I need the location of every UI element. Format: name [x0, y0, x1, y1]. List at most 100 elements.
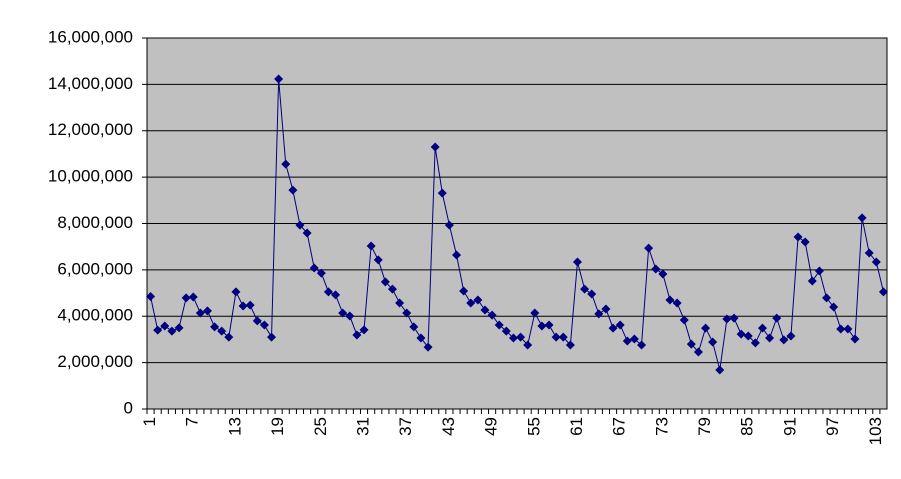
- data-point: [366, 241, 376, 251]
- data-point: [466, 298, 476, 308]
- x-tick-label: 25: [311, 417, 330, 436]
- y-tick-label: 14,000,000: [48, 74, 133, 93]
- y-tick-label: 16,000,000: [48, 27, 133, 46]
- y-tick-label: 12,000,000: [48, 120, 133, 139]
- data-point: [722, 314, 732, 324]
- data-point: [551, 332, 561, 342]
- data-point: [309, 263, 319, 273]
- data-point: [146, 292, 156, 302]
- data-point: [153, 325, 163, 335]
- y-tick-label: 8,000,000: [57, 213, 133, 232]
- data-point: [565, 340, 575, 350]
- x-tick-label: 85: [738, 417, 757, 436]
- data-point: [210, 322, 220, 332]
- data-point: [459, 286, 469, 296]
- data-point: [665, 295, 675, 305]
- data-point: [750, 338, 760, 348]
- data-point: [267, 332, 277, 342]
- data-point: [558, 332, 568, 342]
- data-point: [786, 331, 796, 341]
- data-point: [701, 323, 711, 333]
- data-point: [658, 269, 668, 279]
- x-tick-label: 55: [524, 417, 543, 436]
- data-point: [437, 188, 447, 198]
- data-point: [480, 305, 490, 315]
- data-point: [622, 336, 632, 346]
- data-point: [288, 185, 298, 195]
- data-point: [779, 335, 789, 345]
- data-point: [167, 326, 177, 336]
- y-tick-label: 6,000,000: [57, 259, 133, 278]
- y-tick-label: 4,000,000: [57, 306, 133, 325]
- data-point: [316, 268, 326, 278]
- data-point: [423, 342, 433, 352]
- data-point: [772, 313, 782, 323]
- data-point: [444, 220, 454, 230]
- x-tick-label: 73: [652, 417, 671, 436]
- x-tick-label: 1: [140, 417, 159, 426]
- data-point: [679, 315, 689, 325]
- data-point: [651, 264, 661, 274]
- data-point: [416, 333, 426, 343]
- x-tick-label: 49: [482, 417, 501, 436]
- data-point: [202, 306, 212, 316]
- x-tick-label: 43: [439, 417, 458, 436]
- data-point: [217, 326, 227, 336]
- data-point: [274, 74, 284, 84]
- data-point: [501, 326, 511, 336]
- data-point: [878, 287, 888, 297]
- data-point: [373, 255, 383, 265]
- data-point: [729, 313, 739, 323]
- data-point: [338, 308, 348, 318]
- data-point: [572, 257, 582, 267]
- data-point: [807, 276, 817, 286]
- data-point: [487, 310, 497, 320]
- data-point: [195, 308, 205, 318]
- data-point: [644, 243, 654, 253]
- data-point: [160, 321, 170, 331]
- y-tick-label: 10,000,000: [48, 167, 133, 186]
- data-point: [544, 320, 554, 330]
- data-point: [409, 322, 419, 332]
- data-point: [601, 304, 611, 314]
- data-point: [516, 332, 526, 342]
- data-point: [587, 289, 597, 299]
- data-point: [359, 325, 369, 335]
- data-point: [387, 284, 397, 294]
- data-point: [494, 320, 504, 330]
- data-point: [871, 257, 881, 267]
- data-point: [259, 320, 269, 330]
- data-point: [508, 333, 518, 343]
- data-point: [331, 290, 341, 300]
- data-point: [174, 323, 184, 333]
- data-point: [615, 320, 625, 330]
- x-tick-label: 19: [268, 417, 287, 436]
- data-point: [857, 213, 867, 223]
- x-tick-label: 79: [695, 417, 714, 436]
- y-tick-label: 2,000,000: [57, 352, 133, 371]
- data-point: [793, 232, 803, 242]
- data-point: [281, 159, 291, 169]
- data-point: [822, 293, 832, 303]
- x-tick-label: 37: [396, 417, 415, 436]
- data-point: [352, 330, 362, 340]
- data-point: [814, 266, 824, 276]
- data-point: [637, 340, 647, 350]
- x-tick-label: 61: [567, 417, 586, 436]
- data-point: [708, 337, 718, 347]
- data-point: [224, 332, 234, 342]
- data-point: [295, 220, 305, 230]
- data-point: [765, 333, 775, 343]
- data-point: [452, 250, 462, 260]
- data-point: [829, 302, 839, 312]
- x-tick-label: 67: [610, 417, 629, 436]
- data-point: [736, 329, 746, 339]
- data-point: [715, 365, 725, 375]
- data-point: [238, 301, 248, 311]
- data-point: [580, 284, 590, 294]
- data-point: [843, 324, 853, 334]
- data-point: [323, 287, 333, 297]
- data-point: [608, 323, 618, 333]
- data-point: [395, 298, 405, 308]
